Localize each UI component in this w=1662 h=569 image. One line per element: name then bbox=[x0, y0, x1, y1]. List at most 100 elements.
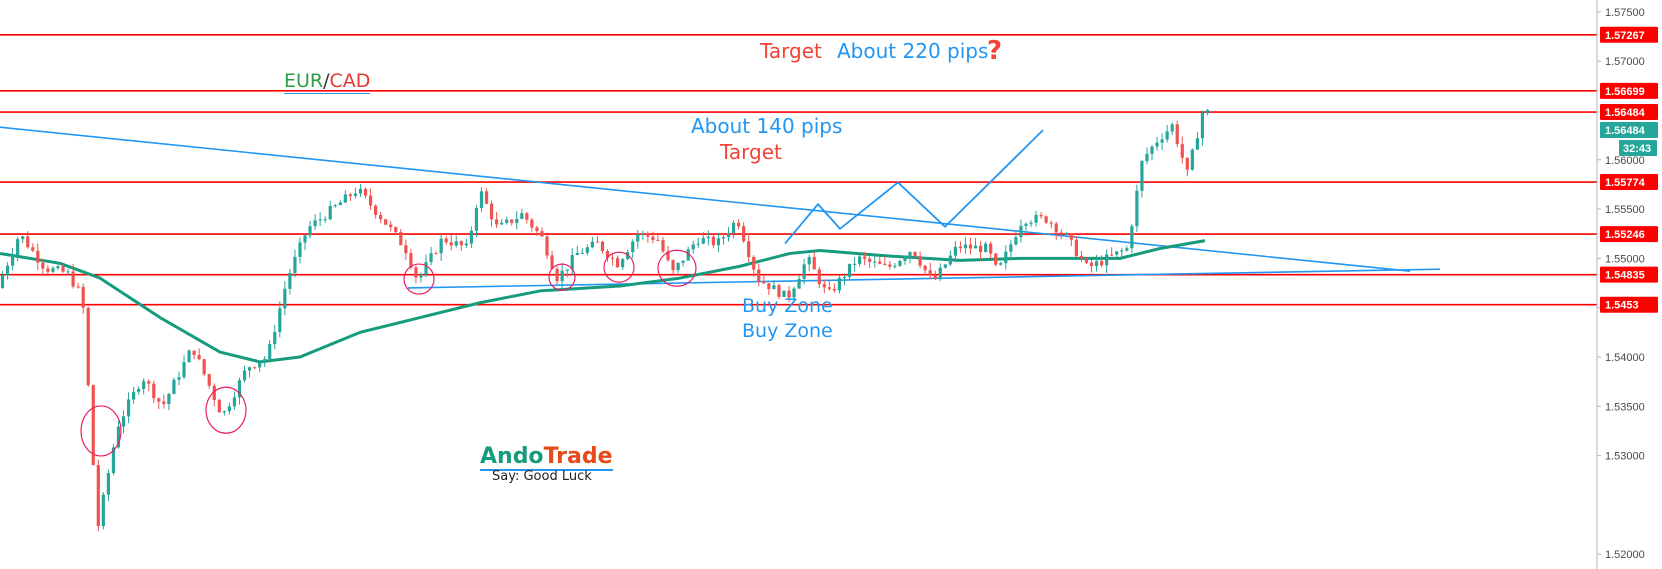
projection-path bbox=[784, 129, 1044, 245]
candle bbox=[837, 275, 842, 294]
candle-body bbox=[288, 272, 292, 289]
candle-body bbox=[787, 290, 791, 298]
candle bbox=[358, 184, 363, 197]
candle-body bbox=[464, 243, 468, 246]
candle-body bbox=[580, 252, 584, 254]
candle-body bbox=[641, 233, 645, 235]
candle bbox=[757, 263, 761, 287]
candle-body bbox=[616, 258, 620, 268]
candle bbox=[333, 203, 337, 208]
candle-body bbox=[424, 262, 428, 275]
candle-body bbox=[303, 235, 307, 243]
candle-body bbox=[545, 236, 549, 256]
candle bbox=[636, 230, 640, 249]
candle bbox=[474, 204, 479, 238]
candle bbox=[762, 274, 766, 285]
candle bbox=[353, 187, 358, 199]
candle-body bbox=[500, 222, 504, 225]
candle-body bbox=[81, 286, 85, 308]
candle bbox=[137, 386, 141, 395]
candle-body bbox=[726, 233, 731, 238]
candle bbox=[101, 492, 105, 530]
candle bbox=[81, 283, 85, 314]
candle-body bbox=[1084, 258, 1089, 263]
candle-body bbox=[444, 238, 448, 243]
candle-body bbox=[293, 256, 297, 273]
candle-body bbox=[721, 237, 726, 239]
candle-body bbox=[56, 266, 60, 269]
candle-body bbox=[1115, 251, 1119, 255]
candle bbox=[11, 247, 15, 271]
candle-body bbox=[696, 243, 700, 245]
candle bbox=[923, 265, 927, 276]
candle-body bbox=[454, 241, 458, 246]
candle bbox=[1155, 137, 1159, 151]
trendline-1 bbox=[407, 268, 1441, 289]
candle-body bbox=[948, 255, 952, 265]
candle bbox=[449, 235, 453, 251]
level-tag-0-text: 1.57267 bbox=[1605, 30, 1645, 42]
candle bbox=[298, 237, 302, 264]
candle-body bbox=[847, 263, 852, 278]
candle bbox=[903, 255, 907, 265]
candle-body bbox=[142, 381, 146, 389]
candle bbox=[530, 217, 534, 232]
candle-body bbox=[1205, 109, 1210, 113]
candle bbox=[0, 271, 5, 289]
candle bbox=[918, 251, 922, 269]
candle-body bbox=[752, 256, 756, 270]
candle-body bbox=[979, 245, 983, 253]
candle-body bbox=[852, 263, 857, 265]
candle bbox=[172, 377, 176, 395]
y-tick-label: 1.56000 bbox=[1605, 155, 1645, 167]
candle bbox=[1175, 120, 1179, 148]
candle-body bbox=[323, 219, 327, 221]
candlesticks bbox=[0, 109, 1210, 532]
candle bbox=[777, 283, 781, 300]
candle bbox=[389, 221, 393, 232]
candle-body bbox=[661, 240, 665, 252]
candle bbox=[419, 272, 423, 283]
candle bbox=[177, 371, 181, 386]
candle-body bbox=[1014, 237, 1018, 245]
candle bbox=[142, 378, 146, 395]
candle bbox=[1064, 232, 1068, 236]
candle-body bbox=[1094, 261, 1099, 267]
level-tag-3-text: 1.55774 bbox=[1605, 177, 1646, 189]
candle-body bbox=[308, 226, 312, 236]
candle bbox=[590, 236, 594, 249]
candle bbox=[313, 214, 317, 231]
y-tick-label: 1.53000 bbox=[1605, 451, 1645, 463]
candle bbox=[963, 237, 968, 254]
candle-body bbox=[837, 277, 842, 291]
candle-body bbox=[333, 205, 337, 207]
candle-body bbox=[681, 260, 685, 263]
candle bbox=[414, 265, 418, 284]
candle bbox=[1165, 124, 1169, 143]
candle-body bbox=[353, 193, 358, 197]
candle bbox=[616, 255, 620, 268]
candle bbox=[812, 251, 816, 270]
candle-body bbox=[0, 275, 5, 288]
candle bbox=[868, 256, 872, 269]
candle bbox=[258, 362, 262, 373]
candle bbox=[374, 204, 378, 219]
candle-body bbox=[1100, 261, 1104, 266]
candle bbox=[384, 218, 388, 226]
candle-body bbox=[363, 188, 368, 196]
candle bbox=[232, 391, 237, 410]
candle bbox=[1205, 109, 1210, 116]
candle-body bbox=[943, 264, 947, 268]
candle bbox=[71, 264, 75, 289]
candle-body bbox=[379, 214, 383, 220]
candle bbox=[883, 256, 887, 266]
candle bbox=[540, 227, 544, 238]
candle-body bbox=[222, 411, 226, 413]
candle-body bbox=[610, 257, 615, 259]
candle-body bbox=[1125, 248, 1129, 251]
candle bbox=[570, 248, 574, 276]
candle-body bbox=[923, 265, 927, 271]
level-tag-5-text: 1.54835 bbox=[1605, 270, 1645, 282]
candle-body bbox=[227, 406, 231, 412]
